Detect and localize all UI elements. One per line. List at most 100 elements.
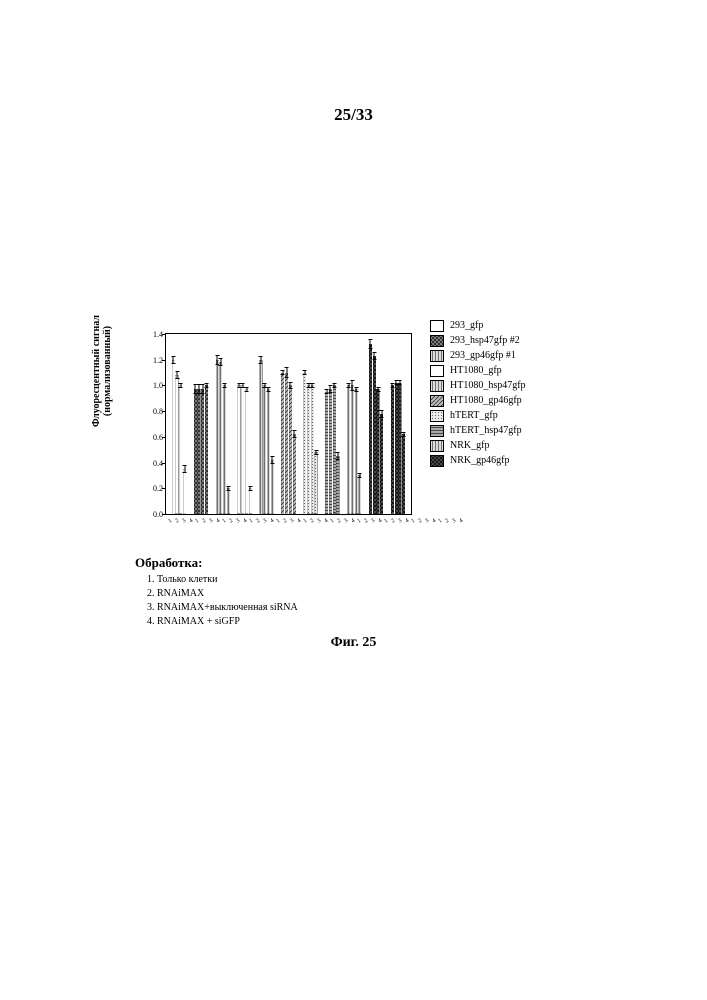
- error-bar: [220, 358, 221, 366]
- bar: [307, 385, 310, 514]
- bars-container: [166, 334, 411, 514]
- error-bar: [268, 387, 269, 392]
- treatment-block: Обработка: 1. Только клетки2. RNAiMAX3. …: [135, 555, 298, 629]
- bar: [391, 385, 394, 514]
- legend-row: HT1080_gfp: [430, 363, 630, 378]
- treatment-item: 4. RNAiMAX + siGFP: [147, 615, 298, 629]
- bar-group: [322, 385, 342, 514]
- legend-label: hTERT_hsp47gfp: [450, 425, 522, 436]
- bar-group: [279, 373, 299, 514]
- error-bar: [334, 383, 335, 388]
- bar: [293, 434, 296, 514]
- error-bar: [198, 384, 199, 394]
- error-bar: [290, 382, 291, 390]
- bar: [380, 414, 383, 514]
- bar-group: [235, 385, 255, 514]
- bar-group: [344, 385, 364, 514]
- bar: [263, 385, 266, 514]
- bar: [219, 362, 222, 514]
- error-bar: [392, 383, 393, 388]
- error-bar: [286, 367, 287, 377]
- bar: [201, 389, 204, 514]
- error-bar: [337, 452, 338, 460]
- error-bar: [399, 380, 400, 385]
- y-tick-label: 0.2: [145, 484, 163, 493]
- bar-chart: Флуоресцентный сигнал (нормализованный) …: [120, 320, 410, 535]
- page-number: 25/33: [0, 105, 707, 125]
- bar: [271, 460, 274, 514]
- legend-label: NRK_gp46gfp: [450, 455, 509, 466]
- treatment-item: 3. RNAiMAX+выключенная siRNA: [147, 601, 298, 615]
- error-bar: [217, 355, 218, 365]
- legend-swatch: [430, 365, 444, 377]
- legend-swatch: [430, 455, 444, 467]
- error-bar: [356, 387, 357, 392]
- error-bar: [202, 384, 203, 394]
- error-bar: [374, 352, 375, 360]
- bar: [289, 385, 292, 514]
- error-bar: [195, 384, 196, 394]
- error-bar: [224, 383, 225, 388]
- error-bar: [312, 383, 313, 388]
- error-bar: [180, 383, 181, 388]
- legend-swatch: [430, 425, 444, 437]
- x-tick-cell: 1234: [165, 515, 192, 535]
- error-bar: [242, 383, 243, 388]
- bar: [329, 389, 332, 514]
- legend-swatch: [430, 440, 444, 452]
- legend-swatch: [430, 380, 444, 392]
- error-bar: [326, 389, 327, 394]
- bar-group: [366, 344, 386, 514]
- legend-label: 293_hsp47gfp #2: [450, 335, 520, 346]
- y-tick-label: 0.6: [145, 433, 163, 442]
- legend-row: 293_gp46gfp #1: [430, 348, 630, 363]
- bar: [369, 344, 372, 514]
- error-bar: [228, 486, 229, 491]
- bar: [325, 392, 328, 514]
- y-tick-label: 1.4: [145, 330, 163, 339]
- bar: [216, 360, 219, 514]
- y-tick-label: 1.0: [145, 381, 163, 390]
- bar-group: [257, 360, 277, 514]
- bar: [227, 488, 230, 514]
- legend-swatch: [430, 335, 444, 347]
- legend-row: hTERT_hsp47gfp: [430, 423, 630, 438]
- bar-group: [300, 373, 320, 514]
- legend-swatch: [430, 350, 444, 362]
- legend-row: NRK_gp46gfp: [430, 453, 630, 468]
- error-bar: [403, 432, 404, 437]
- legend-row: hTERT_gfp: [430, 408, 630, 423]
- error-bar: [294, 430, 295, 438]
- plot-area: [165, 333, 412, 515]
- treatment-item: 1. Только клетки: [147, 573, 298, 587]
- bar-group: [213, 360, 233, 514]
- error-bar: [272, 456, 273, 464]
- bar: [237, 385, 240, 514]
- legend-row: NRK_gfp: [430, 438, 630, 453]
- y-tick-label: 0.4: [145, 459, 163, 468]
- error-bar: [381, 410, 382, 418]
- treatment-item: 2. RNAiMAX: [147, 587, 298, 601]
- y-axis-label: Флуоресцентный сигнал (нормализованный): [91, 271, 113, 471]
- bar: [179, 385, 182, 514]
- error-bar: [352, 380, 353, 390]
- bar: [223, 385, 226, 514]
- bar: [205, 385, 208, 514]
- error-bar: [396, 380, 397, 385]
- treatment-title: Обработка:: [135, 555, 298, 571]
- legend-row: HT1080_hsp47gfp: [430, 378, 630, 393]
- y-tick-label: 0.0: [145, 510, 163, 519]
- error-bar: [173, 356, 174, 364]
- legend-label: 293_gfp: [450, 320, 483, 331]
- error-bar: [304, 370, 305, 375]
- legend-label: HT1080_gp46gfp: [450, 395, 522, 406]
- error-bar: [246, 387, 247, 392]
- bar: [395, 383, 398, 514]
- bar: [249, 488, 252, 514]
- legend-row: HT1080_gp46gfp: [430, 393, 630, 408]
- legend-label: hTERT_gfp: [450, 410, 498, 421]
- legend-label: NRK_gfp: [450, 440, 489, 451]
- error-bar: [239, 383, 240, 388]
- bar: [281, 373, 284, 514]
- legend-swatch: [430, 410, 444, 422]
